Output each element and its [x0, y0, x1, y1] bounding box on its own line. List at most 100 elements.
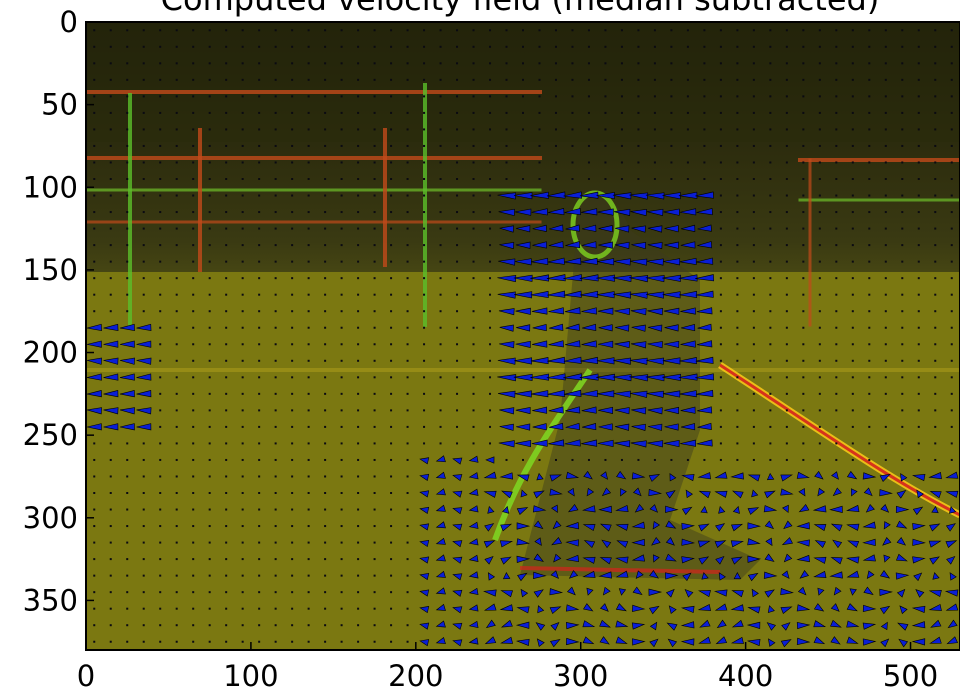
velocity-point	[620, 161, 623, 164]
velocity-point	[604, 128, 607, 131]
velocity-arrow	[580, 208, 598, 216]
velocity-point	[307, 277, 310, 280]
velocity-point	[109, 29, 112, 32]
velocity-point	[241, 607, 244, 610]
velocity-point	[950, 293, 953, 296]
velocity-point	[93, 178, 96, 180]
velocity-point	[719, 458, 722, 461]
velocity-point	[406, 111, 409, 114]
velocity-point	[785, 211, 788, 214]
velocity-point	[225, 326, 228, 329]
velocity-arrow	[502, 505, 510, 514]
velocity-point	[159, 244, 162, 247]
velocity-point	[241, 29, 244, 32]
velocity-point	[835, 277, 838, 280]
velocity-point	[159, 277, 162, 280]
velocity-arrow	[119, 357, 135, 365]
velocity-point	[538, 161, 541, 164]
velocity-point	[126, 178, 129, 180]
velocity-point	[884, 227, 887, 230]
velocity-point	[258, 508, 261, 511]
velocity-arrow	[552, 520, 562, 530]
velocity-point	[225, 111, 228, 114]
velocity-point	[159, 29, 162, 32]
velocity-arrow	[898, 638, 909, 648]
velocity-point	[159, 95, 162, 98]
velocity-point	[522, 45, 524, 48]
velocity-arrow	[435, 554, 446, 562]
velocity-point	[620, 178, 623, 180]
velocity-point	[703, 29, 706, 32]
velocity-point	[324, 392, 327, 395]
y-tick-label: 0	[60, 5, 78, 39]
velocity-arrow	[549, 422, 564, 431]
velocity-point	[109, 607, 112, 610]
velocity-arrow	[796, 522, 810, 530]
velocity-point	[258, 78, 261, 81]
velocity-arrow	[880, 638, 890, 648]
velocity-arrow	[532, 505, 547, 513]
velocity-point	[109, 508, 112, 511]
velocity-point	[670, 161, 673, 164]
velocity-arrow	[883, 521, 891, 530]
velocity-point	[373, 78, 376, 81]
velocity-point	[225, 392, 228, 395]
velocity-arrow	[697, 224, 712, 232]
velocity-arrow	[566, 586, 576, 596]
velocity-arrow	[546, 274, 566, 282]
velocity-point	[93, 525, 96, 528]
velocity-point	[109, 144, 112, 147]
velocity-point	[340, 161, 343, 164]
velocity-point	[835, 326, 838, 329]
velocity-arrow	[564, 257, 582, 265]
velocity-point	[291, 260, 294, 263]
velocity-point	[357, 194, 360, 197]
velocity-point	[901, 326, 904, 329]
velocity-arrow	[551, 504, 558, 514]
velocity-arrow	[581, 340, 597, 348]
velocity-arrow	[452, 622, 463, 630]
velocity-point	[175, 442, 178, 445]
velocity-point	[340, 475, 343, 478]
velocity-point	[225, 425, 228, 428]
velocity-point	[901, 244, 904, 247]
velocity-point	[769, 343, 772, 346]
velocity-point	[653, 29, 656, 32]
velocity-point	[406, 161, 409, 164]
velocity-point	[324, 244, 327, 247]
x-axis: 0 100 200 300 400 500	[77, 642, 938, 691]
velocity-point	[538, 95, 541, 98]
velocity-point	[934, 293, 937, 296]
velocity-point	[917, 128, 920, 131]
velocity-arrow	[929, 636, 942, 644]
velocity-arrow	[731, 590, 744, 598]
velocity-arrow	[468, 571, 479, 579]
velocity-arrow	[483, 490, 497, 498]
velocity-point	[752, 409, 755, 412]
velocity-point	[868, 144, 871, 147]
velocity-point	[423, 409, 426, 412]
velocity-arrow	[817, 487, 826, 497]
velocity-arrow	[680, 439, 697, 447]
velocity-point	[769, 95, 772, 98]
velocity-point	[736, 343, 739, 346]
velocity-arrow	[944, 589, 959, 597]
velocity-arrow	[830, 557, 843, 565]
velocity-point	[620, 95, 623, 98]
velocity-point	[142, 442, 145, 445]
velocity-point	[406, 227, 409, 230]
velocity-point	[307, 392, 310, 395]
velocity-point	[109, 442, 112, 445]
velocity-point	[93, 558, 96, 561]
velocity-point	[225, 409, 228, 412]
velocity-point	[324, 492, 327, 494]
velocity-point	[208, 425, 211, 428]
velocity-arrow	[665, 520, 677, 529]
velocity-point	[456, 62, 459, 65]
velocity-point	[456, 392, 459, 395]
velocity-point	[950, 95, 953, 98]
velocity-point	[835, 78, 838, 81]
velocity-arrow	[681, 522, 696, 531]
velocity-point	[489, 95, 492, 98]
velocity-point	[142, 244, 145, 247]
